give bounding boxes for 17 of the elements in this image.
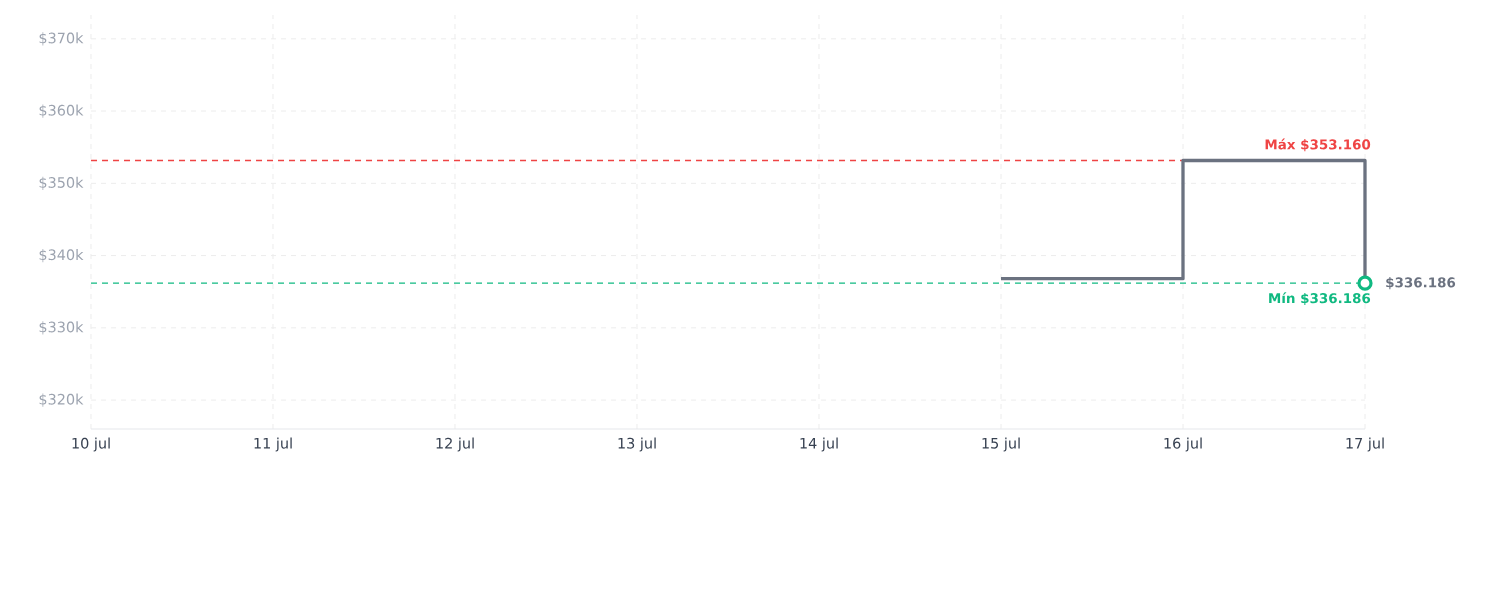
annotation: $336.186 [1386,277,1456,290]
y-tick-label: $320k [39,393,84,407]
x-tick-label: 16 jul [1164,437,1202,452]
x-tick-label: 17 jul [1346,437,1384,452]
y-tick-label: $330k [39,321,84,335]
x-tick-label: 10 jul [72,437,110,452]
x-tick-label: 14 jul [800,437,838,452]
x-tick-label: 11 jul [254,437,292,452]
x-tick-label: 15 jul [982,437,1020,452]
y-tick-label: $370k [39,32,84,46]
y-tick-label: $360k [39,104,84,118]
y-tick-label: $340k [39,249,84,263]
ref-line-label: Mín $336.186 [1269,292,1371,306]
y-tick-label: $350k [39,176,84,190]
x-tick-label: 13 jul [618,437,656,452]
x-tick-label: 12 jul [436,437,474,452]
ref-line-label: Máx $353.160 [1265,138,1371,152]
